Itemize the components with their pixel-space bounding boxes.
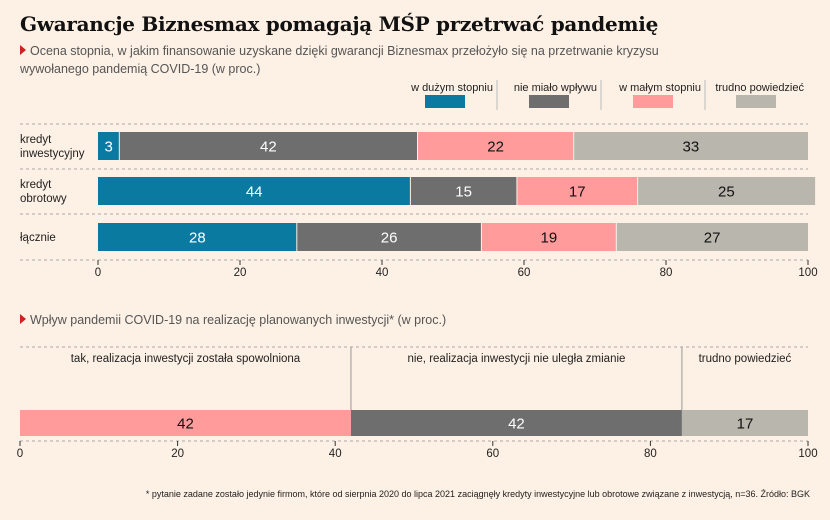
chart2-title-block: Wpływ pandemii COVID-19 na realizację pl… (20, 313, 446, 327)
x-tick-label: 100 (798, 267, 817, 279)
x-tick-label: 60 (518, 267, 531, 279)
x-tick-label: 40 (376, 267, 389, 279)
x-tick-label: 20 (171, 448, 184, 460)
legend-swatch (425, 95, 465, 108)
data-label: 42 (260, 139, 277, 156)
category-label: kredyt (20, 134, 52, 146)
data-label: 28 (189, 230, 206, 247)
data-label: 25 (718, 184, 735, 201)
legend-swatch (633, 95, 673, 108)
data-label: 3 (104, 139, 112, 156)
x-tick-label: 20 (234, 267, 247, 279)
category-label: kredyt (20, 179, 52, 191)
bar-segment (98, 177, 411, 205)
data-label: 33 (683, 139, 700, 156)
bar-segment (98, 132, 120, 160)
x-tick-label: 80 (660, 267, 673, 279)
x-tick-label: 0 (17, 448, 23, 460)
legend-label: nie miało wpływu (514, 82, 597, 94)
bar-segment (417, 132, 574, 160)
subtitle-text: Ocena stopnia, w jakim finansowanie uzys… (20, 44, 659, 76)
data-label: 15 (455, 184, 472, 201)
data-label: 22 (487, 139, 504, 156)
data-label: 17 (569, 184, 586, 201)
data-label: 26 (381, 230, 398, 247)
bar-segment (20, 410, 351, 436)
chart-subtitle: Ocena stopnia, w jakim finansowanie uzys… (20, 42, 660, 78)
category-label: inwestycyjny (20, 148, 85, 160)
bar-segment (681, 410, 808, 436)
red-triangle-icon (20, 314, 26, 324)
bar-segment (481, 223, 617, 251)
x-tick-label: 60 (486, 448, 499, 460)
data-label: 44 (246, 184, 263, 201)
red-triangle-icon (20, 45, 26, 55)
x-tick-label: 100 (798, 448, 817, 460)
legend-swatch (736, 95, 776, 108)
x-tick-label: 80 (644, 448, 657, 460)
bar-segment (616, 223, 808, 251)
bar-segment (119, 132, 418, 160)
bar-segment (410, 177, 517, 205)
bar-segment (296, 223, 482, 251)
x-tick-label: 40 (329, 448, 342, 460)
x-tick-label: 0 (95, 267, 101, 279)
footnote: * pytanie zadane zostało jedynie firmom,… (145, 489, 810, 499)
stacked-bar-chart-rating: w dużym stopniu nie miało wpływu w małym s… (20, 80, 818, 279)
legend-label: w małym stopniu (618, 82, 701, 94)
chart-title: Gwarancje Biznesmax pomagają MŚP przetrw… (20, 12, 658, 36)
category-label: łącznie (20, 232, 56, 244)
bar-segment (516, 177, 638, 205)
segment-label: tak, realizacja inwestycji została spowo… (71, 353, 301, 365)
bar-segment (637, 177, 816, 205)
data-label: 17 (737, 416, 754, 433)
bar-segment (98, 223, 297, 251)
data-label: 27 (704, 230, 721, 247)
legend-swatch (529, 95, 569, 108)
segment-label: trudno powiedzieć (699, 353, 792, 365)
legend-label: trudno powiedzieć (715, 82, 804, 94)
category-label: obrotowy (20, 193, 67, 205)
data-label: 42 (177, 416, 194, 433)
bar-segment (350, 410, 682, 436)
data-label: 19 (541, 230, 558, 247)
segment-label: nie, realizacja inwestycji nie uległa zm… (407, 353, 625, 365)
bar-segment (573, 132, 808, 160)
legend-label: w dużym stopniu (410, 82, 493, 94)
chart2-title: Wpływ pandemii COVID-19 na realizację pl… (30, 313, 447, 327)
data-label: 42 (508, 416, 525, 433)
